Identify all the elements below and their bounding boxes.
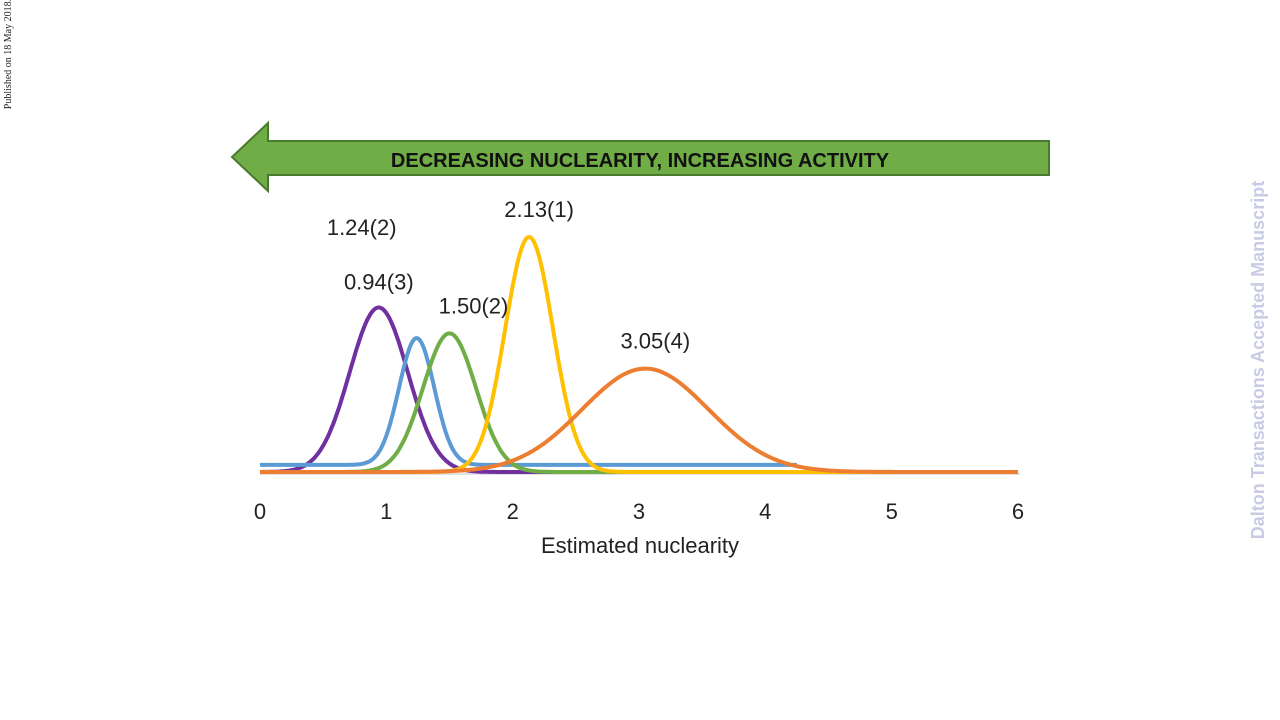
peak-labels: 0.94(3) 1.24(2) 1.50(2) 2.13(1) 3.05(4)	[327, 197, 690, 354]
x-tick-label: 6	[1012, 499, 1024, 524]
peak-label-3: 1.50(2)	[439, 293, 509, 318]
x-tick-label: 0	[254, 499, 266, 524]
x-tick-label: 2	[507, 499, 519, 524]
series-curve-1	[259, 305, 792, 474]
curves	[259, 235, 1019, 474]
series-curve-5	[259, 366, 1019, 474]
x-tick-label: 4	[759, 499, 771, 524]
peak-label-4: 2.13(1)	[504, 197, 574, 222]
peak-label-2: 1.24(2)	[327, 215, 397, 240]
peak-label-5: 3.05(4)	[620, 329, 690, 354]
peak-label-1: 0.94(3)	[344, 270, 414, 295]
left-arrow-icon	[230, 120, 1050, 194]
x-axis-title: Estimated nuclearity	[541, 533, 739, 558]
x-axis-ticks: 0 1 2 3 4 5 6	[254, 499, 1024, 524]
banner-text: DECREASING NUCLEARITY, INCREASING ACTIVI…	[391, 150, 890, 172]
x-tick-label: 5	[886, 499, 898, 524]
x-tick-label: 3	[633, 499, 645, 524]
x-tick-label: 1	[380, 499, 392, 524]
series-curve-2	[259, 336, 798, 467]
direction-banner: DECREASING NUCLEARITY, INCREASING ACTIVI…	[230, 120, 1050, 194]
